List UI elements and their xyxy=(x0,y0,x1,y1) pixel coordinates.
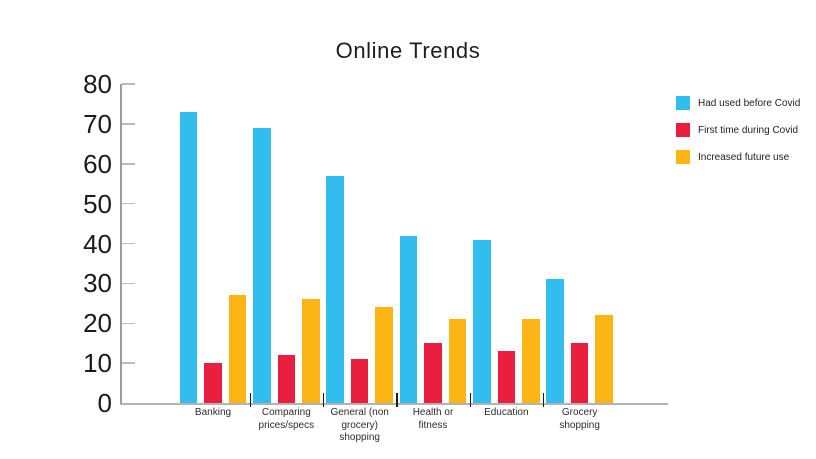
y-axis-tick xyxy=(122,202,135,205)
x-axis-label-grocery-shopping: Grocery shopping xyxy=(559,407,600,431)
bar-increased-future-use-banking xyxy=(228,295,247,403)
y-axis-label: 70 xyxy=(83,108,112,139)
x-axis-label-education: Education xyxy=(484,407,529,418)
y-axis-label: 40 xyxy=(83,228,112,259)
bar-increased-future-use-comparing-prices-specs xyxy=(302,299,320,403)
legend-label: Had used before Covid xyxy=(698,97,801,109)
legend: Had used before Covid First time during C… xyxy=(676,96,800,177)
y-axis-tick xyxy=(122,322,135,324)
category-separator-tick xyxy=(396,393,398,407)
y-axis-label: 80 xyxy=(83,69,112,99)
y-axis-tick xyxy=(122,163,135,165)
legend-swatch-had-used-before-covid xyxy=(676,96,690,110)
bar-increased-future-use-education xyxy=(522,319,540,403)
y-axis-label: 0 xyxy=(97,388,112,418)
bar-increased-future-use-grocery-shopping xyxy=(595,315,613,403)
x-axis-line xyxy=(120,403,668,405)
y-axis-line xyxy=(120,84,122,404)
legend-swatch-increased-future-use xyxy=(676,150,690,164)
category-separator-tick xyxy=(542,393,545,407)
legend-swatch-first-time-during-covid xyxy=(676,123,690,137)
bar-first-time-during-covid-general-non-grocery-shopping xyxy=(350,359,369,403)
bar-first-time-during-covid-comparing-prices-specs xyxy=(277,355,296,403)
bar-had-used-before-covid-health-or-fitness xyxy=(399,235,418,403)
x-axis-label-comparing-prices-specs: Comparing prices/specs xyxy=(258,407,315,431)
legend-item-increased-future-use: Increased future use xyxy=(676,150,800,164)
x-axis-label-banking: Banking xyxy=(194,407,232,418)
y-axis-label: 20 xyxy=(83,308,112,339)
bar-had-used-before-covid-banking xyxy=(179,111,198,403)
bar-had-used-before-covid-comparing-prices-specs xyxy=(253,127,271,403)
bar-first-time-during-covid-education xyxy=(497,351,516,403)
legend-item-first-time-during-covid: First time during Covid xyxy=(676,123,800,137)
bar-increased-future-use-general-non-grocery-shopping xyxy=(375,307,393,403)
bar-had-used-before-covid-education xyxy=(473,239,491,403)
bar-first-time-during-covid-grocery-shopping xyxy=(570,343,589,403)
bar-first-time-during-covid-banking xyxy=(204,363,222,403)
y-axis-tick xyxy=(122,282,135,285)
y-axis-label: 50 xyxy=(83,188,112,219)
bar-increased-future-use-health-or-fitness xyxy=(448,319,467,403)
category-separator-tick xyxy=(249,393,252,407)
x-axis-label-general-non-grocery-shopping: General (non grocery) shopping xyxy=(330,407,389,443)
chart-title: Online Trends xyxy=(335,38,481,63)
legend-label: First time during Covid xyxy=(698,124,799,136)
y-axis-tick xyxy=(122,242,135,245)
y-axis-label: 60 xyxy=(83,148,112,179)
bar-had-used-before-covid-general-non-grocery-shopping xyxy=(326,175,344,403)
category-separator-tick xyxy=(322,393,325,407)
y-axis-label: 10 xyxy=(83,348,112,379)
y-axis-label: 30 xyxy=(83,268,112,299)
legend-label: Increased future use xyxy=(698,151,790,163)
bar-first-time-during-covid-health-or-fitness xyxy=(424,343,442,403)
bar-had-used-before-covid-grocery-shopping xyxy=(546,279,564,403)
y-axis-tick xyxy=(122,83,135,85)
category-separator-tick xyxy=(469,393,472,407)
y-axis-tick xyxy=(122,362,135,364)
x-axis-label-health-or-fitness: Health or fitness xyxy=(412,407,454,431)
y-axis-tick xyxy=(122,123,135,125)
legend-item-had-used-before-covid: Had used before Covid xyxy=(676,96,800,110)
